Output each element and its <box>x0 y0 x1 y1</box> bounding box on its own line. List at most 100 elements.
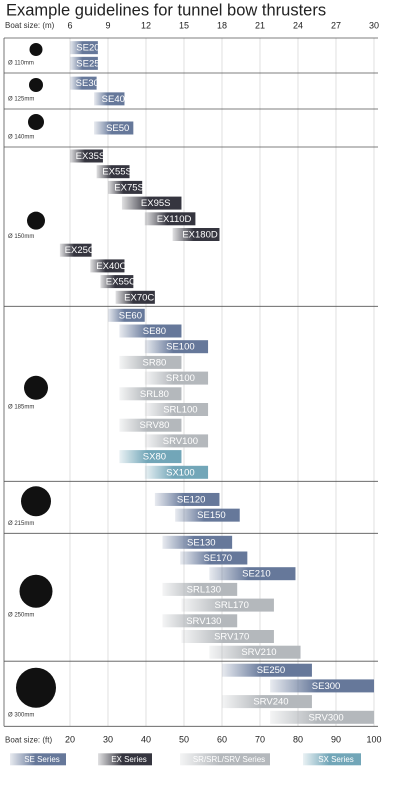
bar-label: EX110D <box>157 214 192 225</box>
range-bar <box>121 196 182 210</box>
bar-label: SRL170 <box>215 600 249 611</box>
range-bar <box>222 663 312 677</box>
bar-label: SRL130 <box>187 584 221 595</box>
bar-label: SE80 <box>143 326 166 337</box>
bar-label: SRV100 <box>163 436 198 447</box>
range-bar <box>94 121 134 135</box>
bar-label: SE30 <box>76 78 99 89</box>
range-bar <box>70 76 97 90</box>
range-bar <box>70 149 103 163</box>
range-bar <box>119 324 182 338</box>
range-bar <box>162 614 238 628</box>
bar-label: SE130 <box>187 537 216 548</box>
range-bar <box>144 371 209 385</box>
range-bar <box>96 165 130 179</box>
legend-swatch <box>98 753 152 766</box>
x2-tick-label: 40 <box>141 735 151 745</box>
range-bar <box>270 679 374 693</box>
legend-swatch <box>10 753 66 766</box>
x-tick-label: 30 <box>369 20 379 30</box>
bar-label: SRV80 <box>139 420 169 431</box>
x-tick-label: 15 <box>179 20 189 30</box>
legend-label: SR/SRL/SRV Series <box>193 755 265 764</box>
diameter-label: Ø 300mm <box>8 712 34 718</box>
bar-label: EX180D <box>182 230 218 241</box>
x2-tick-label: 70 <box>255 735 265 745</box>
bar-label: SE250 <box>257 665 286 676</box>
range-bar <box>180 551 248 565</box>
range-bar <box>119 387 182 401</box>
x-tick-label: 6 <box>67 20 72 30</box>
legend-label: EX Series <box>111 755 147 764</box>
range-bar <box>181 630 274 643</box>
diameter-label: Ø 150mm <box>8 234 34 240</box>
range-bar <box>108 308 145 322</box>
bar-label: SE20 <box>76 43 99 54</box>
range-bar <box>162 535 233 549</box>
legend-swatch <box>303 753 361 766</box>
x-axis-label: Boat size: (m) <box>5 21 55 30</box>
bar-label: SRV210 <box>241 647 276 658</box>
bar-label: EX55C <box>106 277 136 288</box>
x2-tick-label: 20 <box>65 735 75 745</box>
legend-swatch <box>180 753 270 766</box>
diameter-label: Ø 250mm <box>8 612 34 618</box>
legend-label: SE Series <box>24 755 60 764</box>
x-tick-label: 12 <box>141 20 151 30</box>
range-bar <box>162 582 238 596</box>
range-bar <box>70 56 98 70</box>
range-bar <box>172 228 220 241</box>
range-bar <box>94 92 125 106</box>
x-tick-label: 18 <box>217 20 227 30</box>
range-bar <box>90 259 125 273</box>
legend-label: SX Series <box>318 755 354 764</box>
diameter-label: Ø 140mm <box>8 135 34 141</box>
bar-label: SR100 <box>166 373 195 384</box>
bar-label: EX25C <box>65 245 95 256</box>
range-bar <box>209 645 301 659</box>
diameter-label: Ø 125mm <box>8 97 34 103</box>
range-bar <box>144 212 196 226</box>
range-bar <box>270 710 374 724</box>
diameter-label: Ø 110mm <box>8 61 34 67</box>
bar-label: SE50 <box>106 123 129 134</box>
x-tick-label: 24 <box>293 20 303 30</box>
tunnel-icon <box>28 114 44 130</box>
range-bar <box>119 418 182 432</box>
bar-label: EX55S <box>102 167 132 178</box>
bar-label: SRV130 <box>186 616 221 627</box>
range-bar <box>144 434 209 448</box>
x-tick-label: 21 <box>255 20 265 30</box>
diameter-label: Ø 215mm <box>8 521 34 527</box>
range-bar <box>70 41 98 55</box>
diameter-label: Ø 185mm <box>8 404 34 410</box>
bar-label: SX80 <box>143 452 166 463</box>
range-bar <box>115 290 155 304</box>
range-bar <box>209 567 296 581</box>
x2-tick-label: 30 <box>103 735 113 745</box>
range-bar <box>154 492 220 506</box>
bar-label: EX95S <box>141 198 171 209</box>
range-bar <box>175 508 240 522</box>
bar-label: SX100 <box>166 467 195 478</box>
range-bar <box>222 695 312 709</box>
tunnel-icon <box>27 211 45 230</box>
range-bar <box>144 465 209 479</box>
bar-label: SE150 <box>197 510 226 521</box>
bar-label: SE210 <box>242 569 271 580</box>
range-bar <box>144 403 209 416</box>
x-tick-label: 27 <box>331 20 341 30</box>
bar-label: SE25 <box>76 58 99 69</box>
bar-label: SRV240 <box>253 697 288 708</box>
tunnel-icon <box>29 43 43 56</box>
bar-label: SRV170 <box>214 632 249 643</box>
x2-tick-label: 100 <box>366 735 381 745</box>
x2-tick-label: 80 <box>293 735 303 745</box>
bar-label: SE300 <box>312 681 341 692</box>
bar-label: EX35S <box>76 151 106 162</box>
bar-label: SR80 <box>143 357 167 368</box>
tunnel-icon <box>24 375 48 400</box>
x2-axis-label: Boat size: (ft) <box>5 735 52 744</box>
bar-label: EX75S <box>114 182 144 193</box>
